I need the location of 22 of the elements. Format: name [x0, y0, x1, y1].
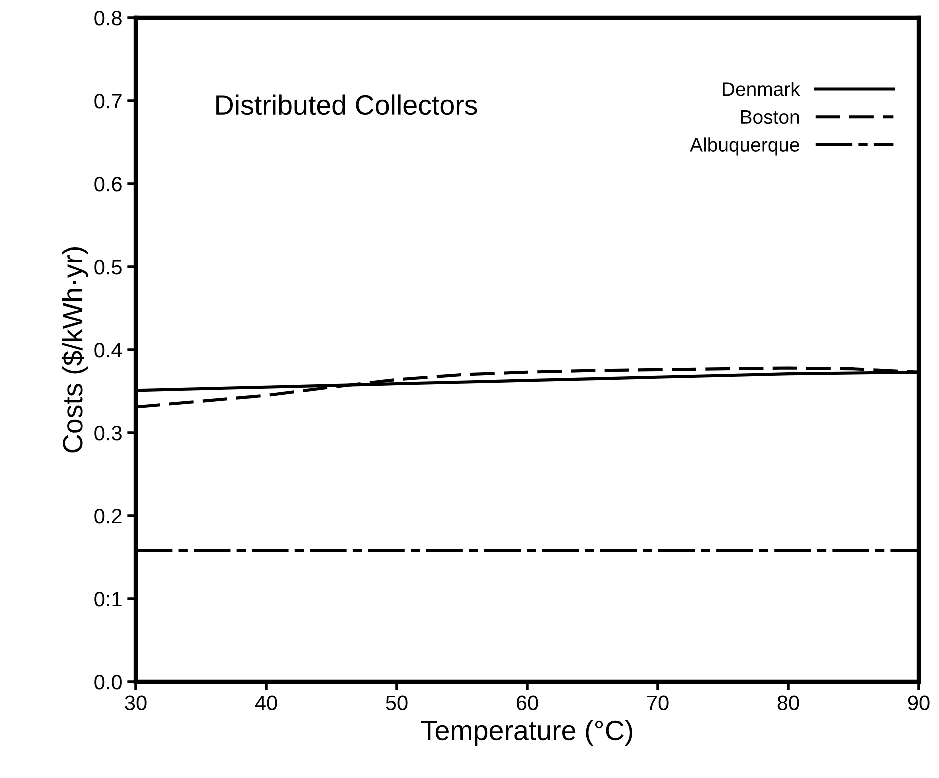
x-tick-label: 90 [908, 696, 930, 710]
legend-label: Boston [741, 110, 800, 124]
y-tick-label: 0.7 [94, 94, 122, 109]
x-axis-title: Temperature (°C) [421, 720, 632, 746]
x-tick-label: 50 [386, 696, 408, 710]
y-tick-label: 0.2 [94, 509, 122, 524]
y-axis-title: Costs ($/kWh·yr) [62, 248, 88, 453]
y-tick-label: 0.4 [94, 343, 122, 358]
x-tick-label: 70 [647, 696, 669, 710]
legend-label: Albuquerque [690, 138, 800, 156]
y-tick-label: 0.6 [94, 177, 122, 192]
y-tick-label: 0.0 [94, 675, 122, 690]
y-tick-label: 0.3 [94, 426, 122, 441]
x-tick-label: 30 [125, 696, 147, 710]
legend-label: Denmark [723, 82, 800, 96]
text: Distributed Collectors [216, 94, 478, 116]
y-tick-label: 0.5 [94, 260, 122, 275]
y-tick-label: 0.8 [94, 11, 122, 26]
x-tick-label: 40 [255, 696, 278, 710]
x-tick-label: 80 [778, 696, 800, 710]
x-tick-label: 60 [516, 696, 538, 710]
y-tick-label: 0:1 [94, 592, 122, 607]
